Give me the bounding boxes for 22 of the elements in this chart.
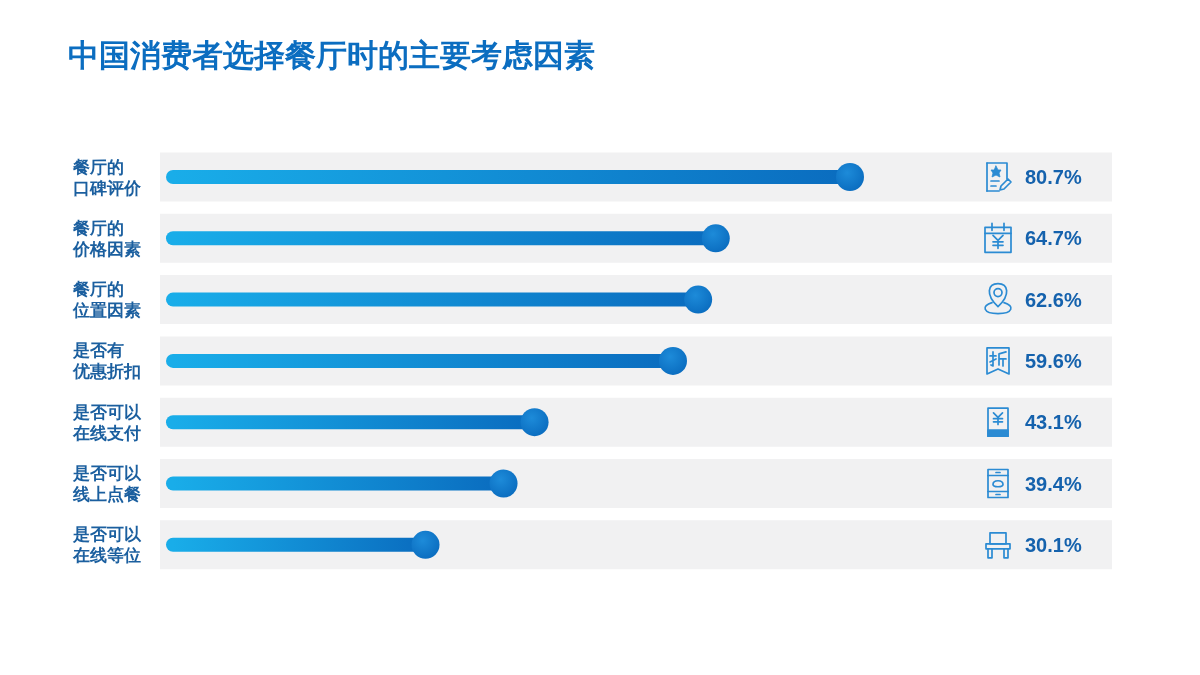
data-label: 43.1% — [1025, 411, 1082, 434]
data-label: 59.6% — [1025, 349, 1082, 372]
data-label: 39.4% — [1025, 472, 1082, 495]
data-label: 30.1% — [1025, 533, 1082, 556]
y-tick-label: 是否有优惠折扣 — [72, 341, 141, 382]
y-tick-label: 餐厅的位置因素 — [72, 280, 141, 321]
point — [658, 346, 687, 375]
point — [489, 469, 518, 498]
chart-title: 中国消费者选择餐厅时的主要考虑因素 — [68, 38, 595, 73]
data-label: 64.7% — [1025, 227, 1082, 250]
y-tick-label: 餐厅的口碑评价 — [72, 157, 142, 198]
point — [701, 224, 730, 253]
point — [684, 285, 713, 314]
y-tick-label: 是否可以在线支付 — [72, 402, 142, 443]
y-tick-label: 是否可以线上点餐 — [72, 464, 142, 504]
data-label: 80.7% — [1025, 166, 1082, 188]
point — [836, 163, 864, 191]
y-tick-label: 餐厅的价格因素 — [72, 218, 141, 259]
y-tick-label: 是否可以在线等位 — [72, 525, 142, 566]
data-label: 62.6% — [1025, 288, 1082, 311]
point — [411, 530, 440, 559]
point — [520, 408, 549, 437]
